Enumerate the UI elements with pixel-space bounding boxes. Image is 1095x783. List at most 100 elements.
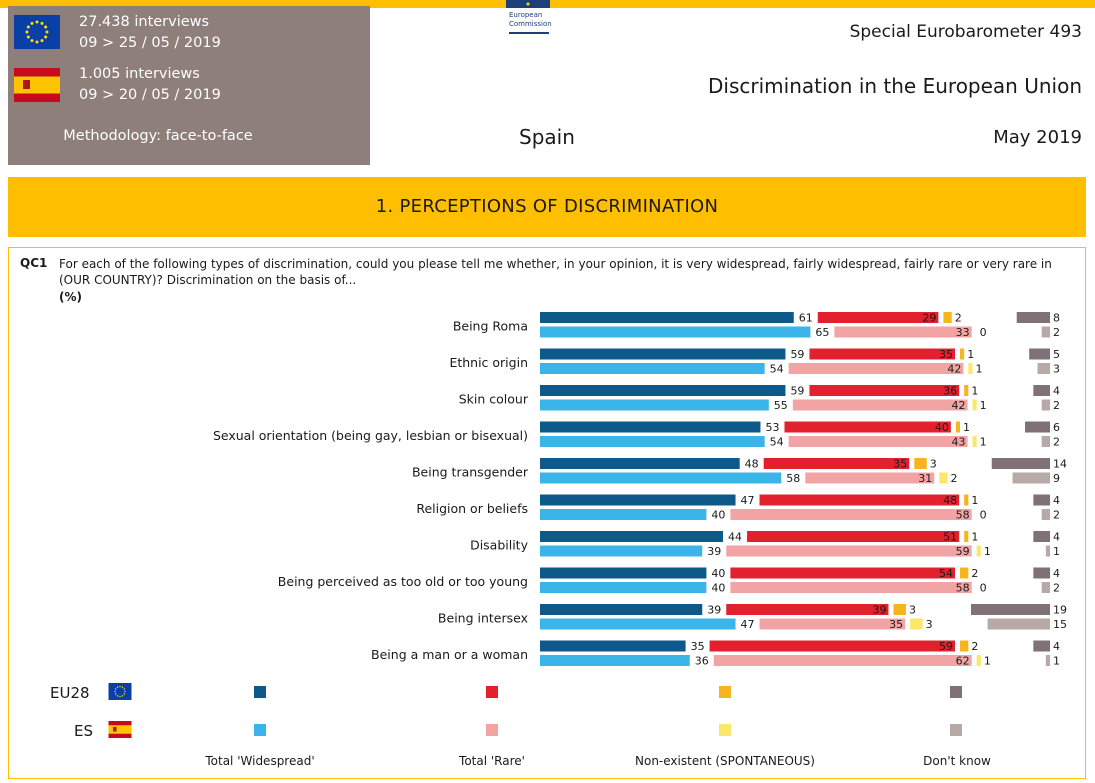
logo-text: European Commission: [509, 11, 552, 29]
legend-label-nonexistent: Non-existent (SPONTANEOUS): [635, 754, 815, 768]
legend-label-widespread: Total 'Widespread': [205, 754, 315, 768]
eu28-widespread-bar: [540, 531, 724, 542]
es-nonexistent-value: 1: [980, 399, 987, 412]
legend-es-flag-icon: [108, 721, 132, 738]
legend-es-nonexistent-swatch: [719, 724, 731, 736]
eu28-rare-value: 36: [943, 385, 957, 398]
eu28-nonexistent-value: 1: [971, 494, 978, 507]
eu28-dontknow-value: 4: [1053, 567, 1060, 580]
es-dontknow-bar: [1045, 545, 1050, 557]
es-rare-bar: [792, 399, 968, 411]
ec-logo-mark-icon: [506, 0, 550, 8]
eu28-rare-value: 35: [939, 348, 953, 361]
eu28-nonexistent-bar: [964, 531, 969, 542]
eu28-dontknow-bar: [1033, 640, 1050, 652]
es-interviews: 1.005 interviews: [79, 66, 200, 82]
category-label: Being perceived as too old or too young: [278, 574, 528, 589]
eu28-nonexistent-bar: [943, 312, 952, 323]
es-nonexistent-bar: [972, 436, 977, 447]
eu28-nonexistent-bar: [893, 604, 906, 615]
es-rare-value: 59: [956, 545, 970, 558]
chart-panel: [8, 247, 1086, 779]
es-widespread-bar: [540, 618, 736, 630]
es-widespread-bar: [540, 545, 703, 557]
eu28-nonexistent-value: 1: [971, 531, 978, 544]
logo-line-2: Commission: [509, 20, 552, 28]
eu28-dontknow-value: 19: [1053, 604, 1067, 617]
eu28-nonexistent-value: 3: [909, 604, 916, 617]
eu28-rare-bar: [809, 385, 960, 396]
es-rare-value: 42: [947, 363, 961, 376]
report-title: Discrimination in the European Union: [708, 74, 1082, 98]
eu28-widespread-value: 59: [790, 348, 804, 361]
question-id: QC1: [20, 256, 48, 270]
es-widespread-bar: [540, 582, 707, 593]
eu28-rare-bar: [809, 348, 956, 360]
es-widespread-value: 47: [741, 618, 755, 631]
es-nonexistent-value: 0: [980, 582, 987, 595]
eu28-rare-bar: [784, 421, 951, 433]
methodology-label: Methodology: face-to-face: [63, 128, 253, 144]
eu28-widespread-bar: [540, 421, 761, 433]
legend-label-rare: Total 'Rare': [459, 754, 525, 768]
es-nonexistent-bar: [968, 363, 973, 374]
legend-eu-nonexistent-swatch: [719, 686, 731, 698]
es-nonexistent-bar: [910, 618, 923, 630]
eu28-widespread-value: 48: [745, 458, 759, 471]
es-dontknow-value: 2: [1053, 436, 1060, 449]
survey-title: Special Eurobarometer 493: [849, 22, 1082, 42]
es-widespread-bar: [540, 399, 769, 411]
es-rare-value: 35: [889, 618, 903, 631]
eu28-widespread-bar: [540, 385, 786, 396]
legend-es-widespread-swatch: [254, 724, 266, 736]
eu28-widespread-bar: [540, 494, 736, 506]
eu28-rare-bar: [759, 494, 960, 506]
es-dontknow-value: 1: [1053, 545, 1060, 558]
es-rare-bar: [788, 436, 968, 447]
eu28-rare-value: 51: [943, 531, 957, 544]
es-dontknow-bar: [1037, 363, 1050, 374]
eu28-rare-bar: [763, 458, 910, 469]
eu28-dontknow-bar: [1033, 494, 1050, 506]
es-rare-value: 33: [956, 326, 970, 339]
eu28-widespread-bar: [540, 604, 703, 615]
es-widespread-bar: [540, 509, 707, 520]
legend-eu-widespread-swatch: [254, 686, 266, 698]
eu28-nonexistent-bar: [964, 494, 969, 506]
es-rare-value: 58: [956, 509, 970, 522]
eu28-nonexistent-value: 2: [955, 312, 962, 325]
eu-dates: 09 > 25 / 05 / 2019: [79, 35, 221, 51]
legend-eu-rare-swatch: [486, 686, 498, 698]
eu-interviews: 27.438 interviews: [79, 14, 210, 30]
es-nonexistent-value: 1: [984, 655, 991, 668]
methodology-box: 27.438 interviews 09 > 25 / 05 / 2019 1.…: [8, 6, 370, 165]
country-name: Spain: [519, 125, 575, 149]
eu28-rare-value: 54: [939, 567, 953, 580]
es-widespread-value: 54: [770, 363, 784, 376]
eu28-dontknow-bar: [1033, 531, 1050, 542]
report-date: May 2019: [993, 127, 1082, 148]
eu28-rare-value: 59: [939, 640, 953, 653]
es-dontknow-value: 2: [1053, 399, 1060, 412]
es-dontknow-bar: [1041, 326, 1050, 338]
es-dontknow-bar: [1012, 472, 1050, 484]
es-dontknow-value: 15: [1053, 618, 1067, 631]
es-rare-bar: [805, 472, 935, 484]
es-dontknow-bar: [1041, 509, 1050, 520]
es-nonexistent-value: 1: [976, 363, 983, 376]
es-rare-value: 31: [918, 472, 932, 485]
eu28-nonexistent-value: 1: [971, 385, 978, 398]
eu28-nonexistent-bar: [960, 640, 969, 652]
es-nonexistent-value: 2: [951, 472, 958, 485]
es-rare-bar: [730, 582, 972, 593]
category-label: Being intersex: [438, 611, 528, 626]
legend-es-rare-swatch: [486, 724, 498, 736]
eu28-widespread-value: 53: [765, 421, 779, 434]
eu28-rare-value: 40: [935, 421, 949, 434]
category-label: Being Roma: [453, 319, 528, 334]
eu28-rare-value: 39: [872, 604, 886, 617]
eu28-rare-bar: [726, 604, 889, 615]
es-widespread-bar: [540, 326, 811, 338]
legend-eu-flag-icon: [108, 683, 132, 700]
